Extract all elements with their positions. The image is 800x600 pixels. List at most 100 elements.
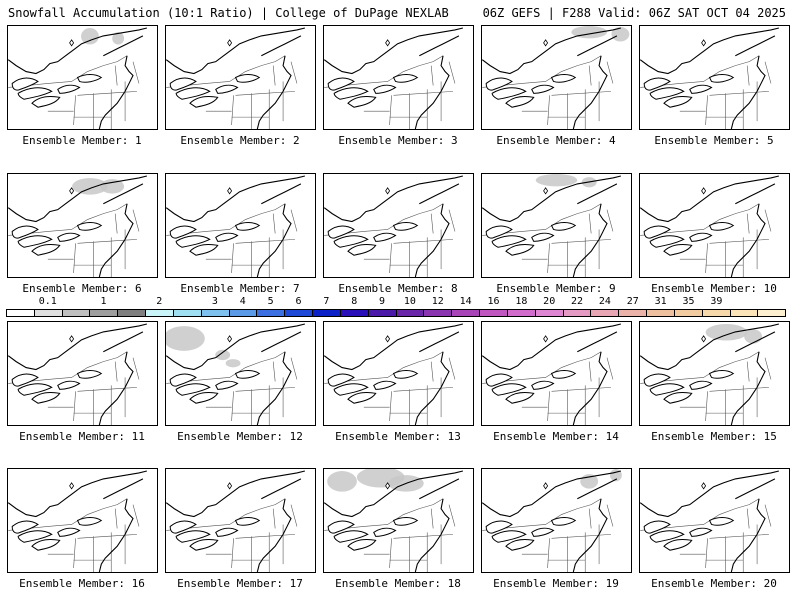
- coastline: [166, 470, 306, 572]
- great-lakes: [643, 370, 735, 404]
- colorbar-swatch: [563, 310, 592, 316]
- marker-icon: [69, 335, 75, 343]
- ensemble-map-panel: [165, 173, 316, 278]
- marker-icon: [701, 335, 707, 343]
- colorbar-label: 39: [710, 296, 723, 307]
- colorbar-swatch: [118, 310, 147, 316]
- ensemble-map-panel: [7, 321, 158, 426]
- map-canvas: [640, 323, 780, 425]
- colorbar-label: 0.1: [38, 296, 57, 307]
- great-lakes: [11, 222, 103, 256]
- great-lakes: [485, 517, 577, 551]
- ensemble-member-label: Ensemble Member: 7: [180, 282, 300, 295]
- ensemble-member-label: Ensemble Member: 2: [180, 134, 300, 147]
- coastline: [166, 175, 306, 277]
- colorbar-label: 12: [431, 296, 444, 307]
- marker-icon: [227, 187, 233, 195]
- great-lakes: [643, 74, 735, 108]
- marker-icon: [69, 39, 75, 47]
- coastline: [482, 27, 622, 129]
- snowfall-area: [215, 349, 231, 361]
- map-canvas: [8, 470, 148, 572]
- colorbar-label: 22: [571, 296, 584, 307]
- ensemble-member-label: Ensemble Member: 19: [493, 577, 619, 590]
- colorbar-label: 6: [295, 296, 302, 307]
- great-lakes: [327, 370, 419, 404]
- ensemble-map-panel: [323, 321, 474, 426]
- map-canvas: [8, 27, 148, 129]
- map-canvas: [166, 175, 306, 277]
- colorbar-swatch: [507, 310, 536, 316]
- snowfall-area: [327, 471, 357, 492]
- colorbar-swatch: [674, 310, 703, 316]
- map-canvas: [640, 470, 780, 572]
- colorbar-swatch: [702, 310, 731, 316]
- colorbar-label: 8: [351, 296, 358, 307]
- map-canvas: [482, 469, 622, 572]
- coastline: [324, 470, 464, 572]
- colorbar-swatches: [6, 309, 786, 317]
- ensemble-member-label: Ensemble Member: 16: [19, 577, 145, 590]
- marker-icon: [227, 335, 233, 343]
- map-canvas: [324, 323, 464, 425]
- colorbar-swatch: [535, 310, 564, 316]
- map-canvas: [482, 26, 630, 129]
- ensemble-map-panel: [323, 173, 474, 278]
- snowfall-area: [81, 28, 99, 45]
- colorbar-swatch: [257, 310, 286, 316]
- marker-icon: [701, 39, 707, 47]
- ensemble-map-panel: [165, 321, 316, 426]
- colorbar-label: 31: [654, 296, 667, 307]
- great-lakes: [643, 517, 735, 551]
- colorbar-swatch: [424, 310, 453, 316]
- great-lakes: [327, 517, 419, 551]
- ensemble-member-label: Ensemble Member: 20: [651, 577, 777, 590]
- ensemble-member-label: Ensemble Member: 1: [22, 134, 142, 147]
- great-lakes: [643, 222, 735, 256]
- colorbar-label: 1: [100, 296, 107, 307]
- colorbar-swatch: [34, 310, 63, 316]
- snowfall-area: [705, 324, 748, 341]
- ensemble-map-panel: [639, 25, 790, 130]
- colorbar-legend: 0.1 1 2 3 4 5 6 7 8 9 10 12 14 16 18 20 22 24 27 31 35 39: [6, 296, 794, 318]
- coastline: [324, 323, 464, 425]
- colorbar-swatch: [758, 310, 786, 316]
- ensemble-member-label: Ensemble Member: 14: [493, 430, 619, 443]
- ensemble-map-panel: [165, 25, 316, 130]
- ensemble-map-panel: [7, 468, 158, 573]
- colorbar-swatch: [452, 310, 481, 316]
- ensemble-map-panel: [165, 468, 316, 573]
- coastline: [166, 27, 306, 129]
- ensemble-map-panel: [481, 25, 632, 130]
- great-lakes: [169, 74, 261, 108]
- coastline: [8, 27, 148, 129]
- great-lakes: [485, 370, 577, 404]
- coastline: [640, 27, 780, 129]
- colorbar-swatch: [340, 310, 369, 316]
- map-canvas: [166, 323, 306, 425]
- ensemble-map-panel: [639, 468, 790, 573]
- great-lakes: [11, 370, 103, 404]
- ensemble-member-label: Ensemble Member: 4: [496, 134, 616, 147]
- colorbar-swatch: [313, 310, 341, 316]
- marker-icon: [543, 482, 549, 490]
- map-canvas: [166, 470, 306, 572]
- map-canvas: [324, 27, 464, 129]
- ensemble-map-panel: [7, 25, 158, 130]
- coastline: [166, 323, 306, 425]
- colorbar-label: 3: [211, 296, 218, 307]
- colorbar-label: 35: [682, 296, 695, 307]
- coastline: [482, 323, 622, 425]
- colorbar-swatch: [480, 310, 508, 316]
- colorbar-label: 16: [487, 296, 500, 307]
- ensemble-map-panel: [481, 173, 632, 278]
- colorbar-label: 10: [403, 296, 416, 307]
- colorbar-swatch: [7, 310, 35, 316]
- ensemble-map-panel: [481, 468, 632, 573]
- coastline: [324, 27, 464, 129]
- map-canvas: [482, 174, 622, 277]
- map-canvas: [640, 175, 780, 277]
- colorbar-swatch: [730, 310, 759, 316]
- ensemble-member-label: Ensemble Member: 11: [19, 430, 145, 443]
- great-lakes: [485, 222, 577, 256]
